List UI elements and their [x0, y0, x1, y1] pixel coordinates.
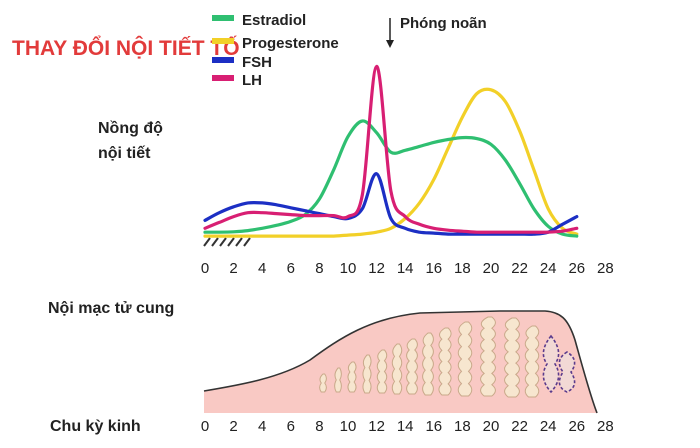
- bottom-tick-10: 10: [340, 418, 357, 435]
- bottom-tick-8: 8: [315, 418, 323, 435]
- menstruation-hatch: [203, 237, 251, 247]
- legend-label-fsh: FSH: [242, 54, 272, 71]
- top-tick-0: 0: [201, 260, 209, 277]
- legend-label-estradiol: Estradiol: [242, 12, 306, 29]
- diagram-title: THAY ĐỔI NỘI TIẾT TỐ: [12, 36, 240, 60]
- gland-4: [376, 349, 388, 394]
- gland-2: [347, 361, 357, 393]
- top-tick-24: 24: [540, 260, 557, 277]
- shedding-gland-1: [558, 351, 576, 393]
- gland-9: [457, 321, 473, 397]
- top-tick-18: 18: [454, 260, 471, 277]
- bottom-tick-0: 0: [201, 418, 209, 435]
- legend-swatch-fsh: [212, 57, 234, 63]
- bottom-tick-4: 4: [258, 418, 266, 435]
- legend-swatch-lh: [212, 75, 234, 81]
- series-line-estradiol: [203, 119, 579, 238]
- top-tick-26: 26: [568, 260, 585, 277]
- bottom-tick-20: 20: [483, 418, 500, 435]
- series-line-progesterone: [203, 87, 579, 238]
- top-tick-6: 6: [287, 260, 295, 277]
- legend-label-lh: LH: [242, 72, 262, 89]
- bottom-tick-6: 6: [287, 418, 295, 435]
- series-line-fsh: [203, 172, 579, 236]
- top-tick-28: 28: [597, 260, 614, 277]
- cycle-label: Chu kỳ kinh: [50, 418, 141, 435]
- shedding-gland-0: [542, 334, 560, 394]
- top-tick-22: 22: [511, 260, 528, 277]
- top-tick-14: 14: [397, 260, 414, 277]
- gland-7: [422, 332, 434, 396]
- hormone-curves: [203, 64, 579, 238]
- top-tick-4: 4: [258, 260, 266, 277]
- ovulation-arrow-head: [386, 40, 394, 48]
- bottom-tick-22: 22: [511, 418, 528, 435]
- top-tick-8: 8: [315, 260, 323, 277]
- gland-0: [319, 373, 327, 393]
- cycle-day-axis-bottom: 0 2 4 6 8 10 12 14 16 18 20 22 24 26 28: [201, 418, 614, 435]
- series-line-lh: [203, 64, 579, 234]
- gland-3: [362, 354, 372, 394]
- bottom-tick-2: 2: [229, 418, 237, 435]
- gland-11: [504, 317, 520, 398]
- cycle-day-axis-top: 0 2 4 6 8 10 12 14 16 18 20 22 24 26 28: [201, 260, 614, 277]
- gland-6: [406, 338, 418, 395]
- legend-swatch-progesterone: [212, 38, 234, 44]
- legend: Estradiol Progesterone FSH LH: [212, 12, 339, 89]
- bottom-tick-26: 26: [568, 418, 585, 435]
- bottom-tick-18: 18: [454, 418, 471, 435]
- bottom-tick-24: 24: [540, 418, 557, 435]
- gland-1: [334, 367, 342, 393]
- endometrial-glands: [319, 316, 576, 398]
- bottom-tick-28: 28: [597, 418, 614, 435]
- bottom-tick-14: 14: [397, 418, 414, 435]
- gland-10: [480, 316, 496, 397]
- hormone-level-label-line2: nội tiết: [98, 145, 151, 162]
- gland-5: [391, 343, 403, 395]
- top-tick-2: 2: [229, 260, 237, 277]
- gland-12: [524, 325, 540, 398]
- top-tick-20: 20: [483, 260, 500, 277]
- ovulation-label: Phóng noãn: [400, 15, 487, 32]
- top-tick-10: 10: [340, 260, 357, 277]
- endometrium-outline: [203, 310, 598, 414]
- bottom-tick-16: 16: [425, 418, 442, 435]
- legend-label-progesterone: Progesterone: [242, 35, 339, 52]
- endometrium-label: Nội mạc tử cung: [48, 300, 174, 317]
- gland-8: [438, 327, 452, 396]
- hormone-level-label-line1: Nồng độ: [98, 120, 163, 137]
- bottom-tick-12: 12: [368, 418, 385, 435]
- legend-swatch-estradiol: [212, 15, 234, 21]
- top-tick-12: 12: [368, 260, 385, 277]
- top-tick-16: 16: [425, 260, 442, 277]
